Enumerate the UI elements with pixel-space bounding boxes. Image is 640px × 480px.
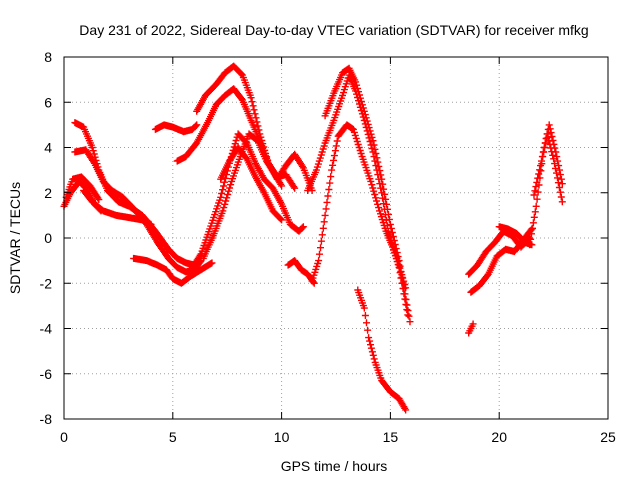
y-tick-label: -6 (40, 366, 53, 382)
y-axis-label: SDTVAR / TECUs (7, 182, 23, 294)
y-tick-label: -8 (40, 411, 53, 427)
marker-track (321, 64, 414, 326)
y-tick-label: 8 (44, 49, 52, 65)
chart-title: Day 231 of 2022, Sidereal Day-to-day VTE… (79, 22, 588, 38)
series-track-20 (467, 225, 536, 296)
marker-track (467, 225, 536, 296)
marker-track (308, 121, 412, 319)
series-track-12 (217, 144, 286, 224)
x-axis-label: GPS time / hours (281, 458, 388, 474)
series-track-7 (151, 121, 201, 136)
series-track-16 (321, 64, 414, 326)
y-tick-label: 6 (44, 94, 52, 110)
y-tick-label: -4 (40, 321, 53, 337)
series-track-6 (130, 254, 216, 287)
x-tick-label: 15 (383, 429, 399, 445)
marker-track (80, 187, 155, 228)
marker-track (130, 254, 216, 287)
axis-ticks: 0 5 10 15 20 25 -8 -6 -4 -2 0 2 4 6 8 (40, 49, 616, 445)
series-track-2 (62, 173, 103, 204)
marker-track (465, 320, 477, 337)
marker-track (199, 130, 286, 262)
marker-track (354, 286, 410, 414)
x-tick-label: 20 (491, 429, 507, 445)
series-track-18 (465, 320, 477, 337)
marker-track (151, 121, 201, 136)
y-tick-label: 4 (44, 140, 52, 156)
series-track-15 (308, 121, 412, 319)
x-tick-label: 5 (169, 429, 177, 445)
y-tick-label: -2 (40, 275, 53, 291)
marker-track (62, 173, 103, 204)
y-tick-label: 2 (44, 185, 52, 201)
series-track-11 (199, 130, 286, 262)
series-track-5 (80, 187, 155, 228)
marker-track (217, 144, 286, 224)
marker-track (530, 130, 566, 206)
data-markers (60, 62, 566, 414)
x-tick-label: 25 (600, 429, 616, 445)
series-track-17 (354, 286, 410, 414)
x-tick-label: 0 (60, 429, 68, 445)
x-tick-label: 10 (274, 429, 290, 445)
y-tick-label: 0 (44, 230, 52, 246)
series-track-23 (530, 130, 566, 206)
